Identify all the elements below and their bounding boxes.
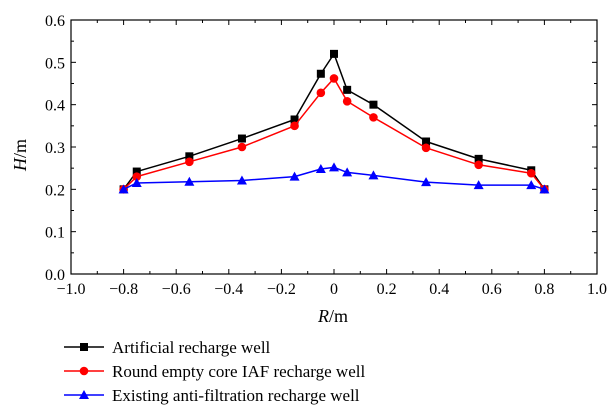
data-point-circle	[132, 172, 142, 181]
data-point-square	[422, 137, 431, 146]
data-point-triangle	[526, 180, 537, 190]
x-axis-title: R/m	[317, 306, 348, 326]
data-point-square	[330, 49, 338, 58]
y-tick-label: 0.6	[45, 13, 65, 30]
legend-item: Artificial recharge well	[64, 338, 271, 357]
axes	[70, 19, 598, 275]
x-axis-unit: /m	[329, 306, 348, 326]
y-tick-label: 0.2	[45, 182, 65, 199]
data-point-circle	[329, 74, 339, 83]
x-tick-label: −0.4	[214, 281, 243, 298]
data-point-triangle	[368, 170, 379, 180]
data-point-triangle	[315, 164, 326, 174]
series-1	[119, 49, 549, 194]
data-point-circle	[237, 142, 247, 152]
y-tick-label: 0.0	[45, 267, 65, 284]
data-point-square	[474, 154, 483, 163]
x-tick-label: −0.8	[109, 281, 138, 298]
legend-label-iaf: Round empty core IAF recharge well	[112, 362, 365, 381]
data-point-circle	[474, 160, 483, 170]
y-axis-title: H/m	[10, 139, 30, 172]
legend-item: Existing anti-filtration recharge well	[64, 386, 360, 405]
data-point-triangle	[329, 162, 339, 172]
data-point-circle	[316, 88, 326, 98]
data-point-circle	[342, 96, 352, 106]
data-point-triangle	[473, 180, 484, 190]
data-point-circle	[290, 121, 299, 131]
data-point-circle	[526, 168, 536, 178]
series-2	[119, 74, 549, 194]
y-axis-var: H	[10, 157, 30, 172]
x-tick-label: −0.2	[267, 281, 296, 298]
data-point-triangle	[342, 167, 353, 177]
y-axis-unit: /m	[10, 139, 30, 158]
series-3	[118, 162, 550, 194]
data-point-triangle	[421, 177, 432, 187]
data-point-triangle	[131, 177, 142, 187]
data-point-square	[290, 115, 299, 124]
x-tick-label: 0.6	[482, 281, 502, 298]
data-point-square	[343, 85, 352, 94]
data-point-triangle	[236, 175, 247, 185]
legend-item: Round empty core IAF recharge well	[64, 362, 365, 381]
data-point-circle	[421, 143, 431, 153]
y-tick-label: 0.5	[45, 55, 65, 72]
data-point-circle	[369, 113, 378, 122]
x-tick-label: 0.8	[534, 281, 554, 298]
legend-label-artificial: Artificial recharge well	[112, 338, 271, 357]
x-tick-label: −0.6	[162, 281, 191, 298]
data-point-square	[132, 167, 141, 176]
y-tick-label: 0.3	[45, 140, 65, 157]
data-point-square	[237, 134, 246, 143]
tick-labels: −1.0 −0.8 −0.6 −0.4 −0.2 0 0.2 0.4 0.6 0.8 1.0 0.0 0…	[45, 13, 607, 298]
data-point-triangle	[118, 184, 129, 194]
series-layer	[118, 49, 550, 194]
data-point-square	[316, 69, 325, 78]
data-point-triangle	[539, 184, 550, 194]
data-point-triangle	[184, 176, 195, 186]
plot-frame	[70, 19, 598, 275]
x-tick-label: 0.4	[429, 281, 449, 298]
x-tick-label: 0	[330, 281, 338, 298]
data-point-square	[369, 100, 378, 109]
x-axis-var: R	[317, 306, 329, 326]
data-point-circle	[185, 157, 194, 167]
data-point-triangle	[289, 171, 300, 181]
legend-label-existing: Existing anti-filtration recharge well	[112, 386, 360, 405]
legend: Artificial recharge well Round empty cor…	[64, 338, 365, 405]
x-tick-label: −1.0	[56, 281, 85, 298]
data-point-square	[185, 152, 194, 161]
y-tick-label: 0.1	[45, 225, 65, 242]
y-tick-label: 0.4	[45, 98, 65, 115]
x-tick-label: 0.2	[377, 281, 397, 298]
x-tick-label: 1.0	[587, 281, 607, 298]
series-line	[123, 77, 545, 190]
